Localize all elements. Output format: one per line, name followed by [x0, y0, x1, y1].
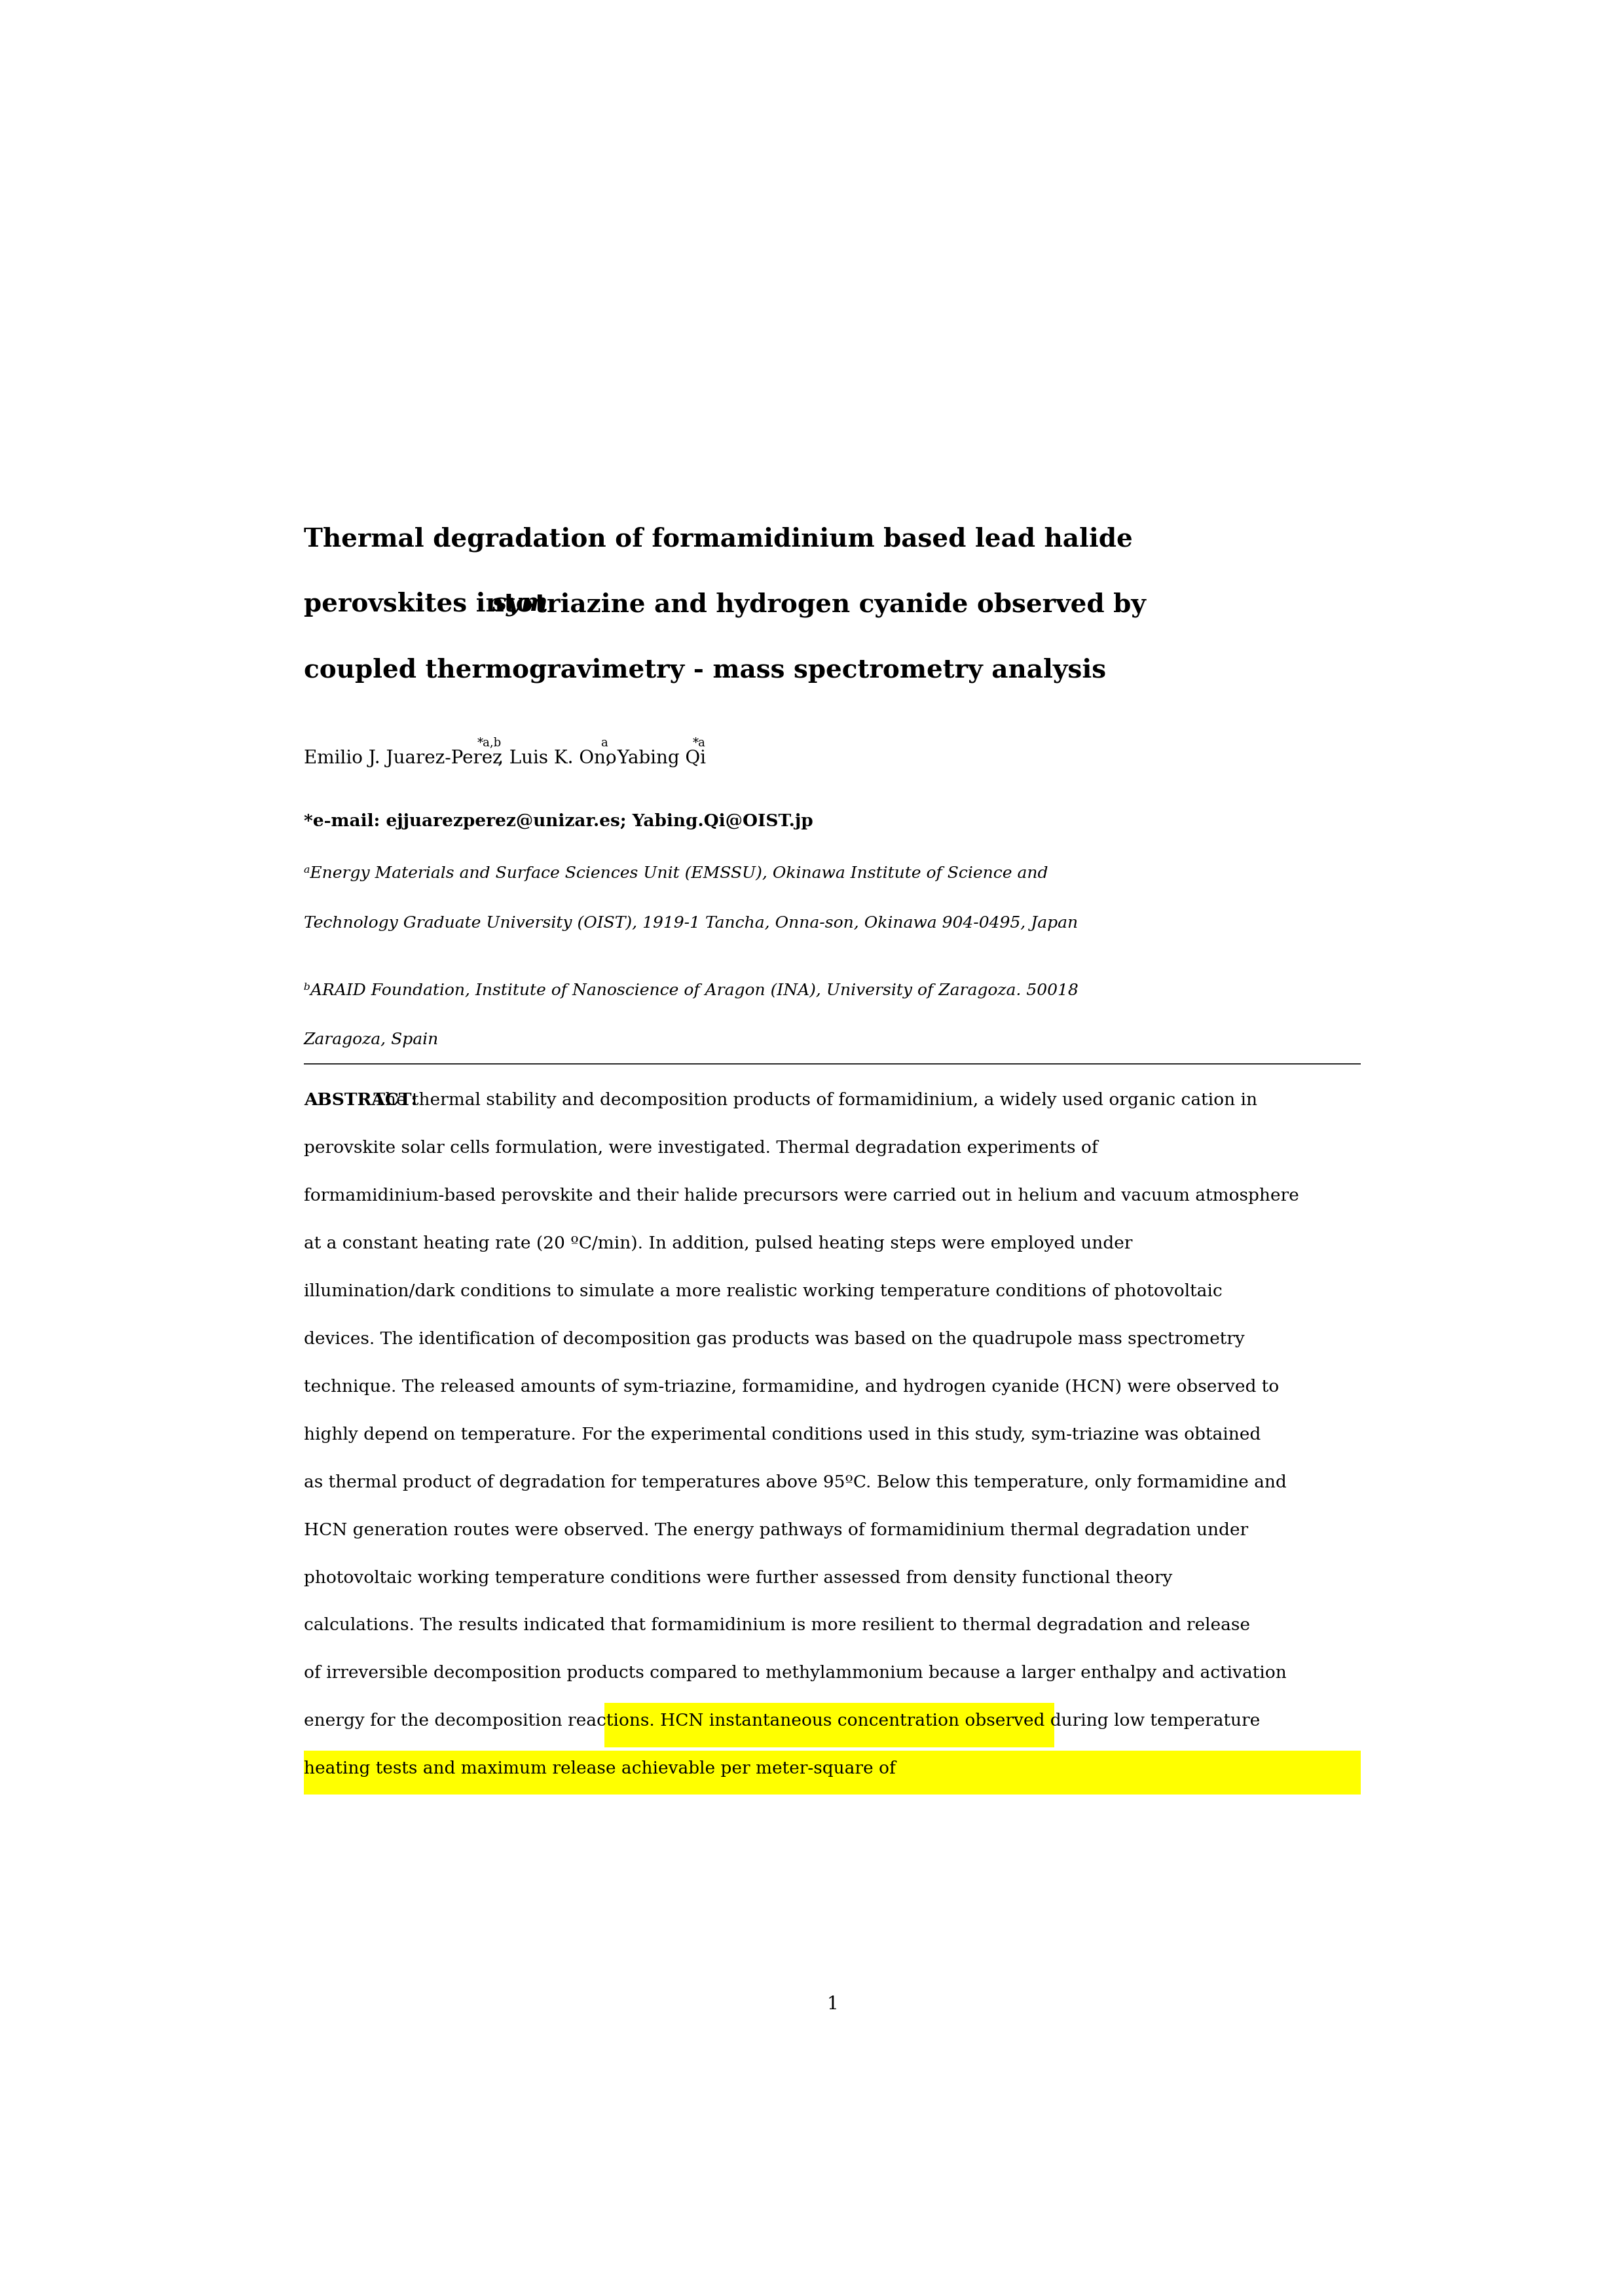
Text: Technology Graduate University (OIST), 1919-1 Tancha, Onna-son, Okinawa 904-0495: Technology Graduate University (OIST), 1… [304, 916, 1078, 930]
Text: sym: sym [492, 592, 547, 618]
Text: ᵃEnergy Materials and Surface Sciences Unit (EMSSU), Okinawa Institute of Scienc: ᵃEnergy Materials and Surface Sciences U… [304, 866, 1047, 882]
Text: , Luis K. Ono: , Luis K. Ono [499, 748, 617, 767]
Bar [604, 1704, 1054, 1747]
Text: technique. The released amounts of sym-triazine, formamidine, and hydrogen cyani: technique. The released amounts of sym-t… [304, 1378, 1280, 1396]
Text: of irreversible decomposition products compared to methylammonium because a larg: of irreversible decomposition products c… [304, 1665, 1286, 1681]
Text: illumination/dark conditions to simulate a more realistic working temperature co: illumination/dark conditions to simulate… [304, 1283, 1223, 1300]
Text: devices. The identification of decomposition gas products was based on the quadr: devices. The identification of decomposi… [304, 1332, 1244, 1348]
Text: *e-mail: ejjuarezperez@unizar.es; Yabing.Qi@OIST.jp: *e-mail: ejjuarezperez@unizar.es; Yabing… [304, 813, 814, 829]
Text: , Yabing Qi: , Yabing Qi [606, 748, 706, 767]
Text: Zaragoza, Spain: Zaragoza, Spain [304, 1033, 438, 1047]
Text: Thermal degradation of formamidinium based lead halide: Thermal degradation of formamidinium bas… [304, 526, 1132, 551]
Text: photovoltaic working temperature conditions were further assessed from density f: photovoltaic working temperature conditi… [304, 1570, 1173, 1587]
Text: at a constant heating rate (20 ºC/min). In addition, pulsed heating steps were e: at a constant heating rate (20 ºC/min). … [304, 1235, 1132, 1251]
Text: highly depend on temperature. For the experimental conditions used in this study: highly depend on temperature. For the ex… [304, 1426, 1260, 1442]
Text: -triazine and hydrogen cyanide observed by: -triazine and hydrogen cyanide observed … [525, 592, 1147, 618]
Text: ABSTRACT:: ABSTRACT: [304, 1093, 417, 1109]
Text: *a,b: *a,b [477, 737, 502, 748]
Text: heating tests and maximum release achievable per meter-square of: heating tests and maximum release achiev… [304, 1761, 895, 1777]
Text: *a: *a [692, 737, 705, 748]
Text: calculations. The results indicated that formamidinium is more resilient to ther: calculations. The results indicated that… [304, 1616, 1250, 1635]
Text: coupled thermogravimetry - mass spectrometry analysis: coupled thermogravimetry - mass spectrom… [304, 657, 1106, 682]
Bar [304, 1752, 1361, 1795]
Text: formamidinium-based perovskite and their halide precursors were carried out in h: formamidinium-based perovskite and their… [304, 1187, 1299, 1203]
Text: Emilio J. Juarez-Perez: Emilio J. Juarez-Perez [304, 748, 502, 767]
Text: energy for the decomposition reactions. HCN instantaneous concentration observed: energy for the decomposition reactions. … [304, 1713, 1260, 1729]
Text: The thermal stability and decomposition products of formamidinium, a widely used: The thermal stability and decomposition … [369, 1093, 1257, 1109]
Text: as thermal product of degradation for temperatures above 95ºC. Below this temper: as thermal product of degradation for te… [304, 1474, 1286, 1490]
Text: HCN generation routes were observed. The energy pathways of formamidinium therma: HCN generation routes were observed. The… [304, 1522, 1249, 1538]
Text: perovskites into: perovskites into [304, 592, 541, 618]
Text: a: a [601, 737, 607, 748]
Text: 1: 1 [827, 1995, 838, 2014]
Text: ᵇARAID Foundation, Institute of Nanoscience of Aragon (INA), University of Zarag: ᵇARAID Foundation, Institute of Nanoscie… [304, 983, 1078, 999]
Text: perovskite solar cells formulation, were investigated. Thermal degradation exper: perovskite solar cells formulation, were… [304, 1141, 1098, 1157]
